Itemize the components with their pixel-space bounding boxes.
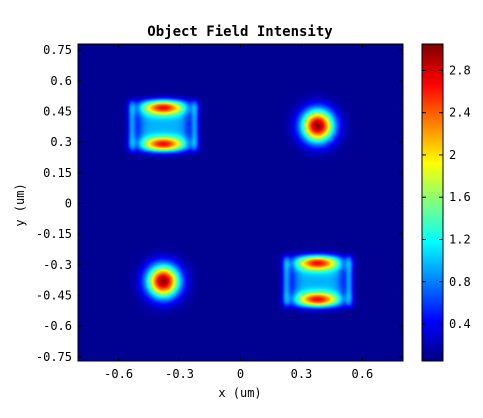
chart-title: Object Field Intensity bbox=[147, 24, 333, 40]
y-axis-ticks: 0.75 0.6 0.45 0.3 0.15 0 -0.15 -0.3 -0.45 -0.6 -0.… bbox=[36, 43, 403, 364]
x-tick-label: 0.3 bbox=[291, 367, 313, 381]
y-tick-label: 0.75 bbox=[43, 43, 72, 57]
colorbar-tick-label: 1.6 bbox=[449, 190, 471, 204]
colorbar-frame bbox=[421, 43, 444, 362]
colorbar-tick-label: 0.8 bbox=[449, 275, 471, 289]
colorbar-gradient bbox=[422, 44, 443, 361]
x-tick-label: -0.3 bbox=[165, 367, 194, 381]
x-axis-label: x (um) bbox=[218, 386, 261, 400]
y-tick-label: -0.75 bbox=[36, 350, 72, 364]
y-tick-label: 0.45 bbox=[43, 104, 72, 118]
colorbar-tick-label: 1.2 bbox=[449, 232, 471, 246]
x-axis-ticks: -0.6 -0.3 0 0.3 0.6 bbox=[104, 44, 373, 381]
x-tick-label: 0 bbox=[237, 367, 244, 381]
colorbar-tick-label: 2.4 bbox=[449, 106, 471, 120]
y-axis-label: y (um) bbox=[13, 183, 27, 226]
y-tick-label: 0.15 bbox=[43, 166, 72, 180]
colorbar-ticks: 2.8 2.4 2 1.6 1.2 0.8 0.4 bbox=[422, 63, 471, 331]
colorbar-tick-label: 2 bbox=[449, 148, 456, 162]
y-tick-label: -0.15 bbox=[36, 227, 72, 241]
y-tick-label: 0 bbox=[65, 197, 72, 211]
heatmap-image bbox=[78, 44, 403, 361]
y-tick-label: -0.3 bbox=[43, 258, 72, 272]
y-tick-label: 0.3 bbox=[50, 135, 72, 149]
y-tick-label: -0.45 bbox=[36, 289, 72, 303]
colorbar-tick-label: 2.8 bbox=[449, 63, 471, 77]
x-tick-label: 0.6 bbox=[352, 367, 374, 381]
x-tick-label: -0.6 bbox=[104, 367, 133, 381]
y-tick-label: 0.6 bbox=[50, 74, 72, 88]
y-tick-label: -0.6 bbox=[43, 319, 72, 333]
colorbar-tick-label: 0.4 bbox=[449, 317, 471, 331]
